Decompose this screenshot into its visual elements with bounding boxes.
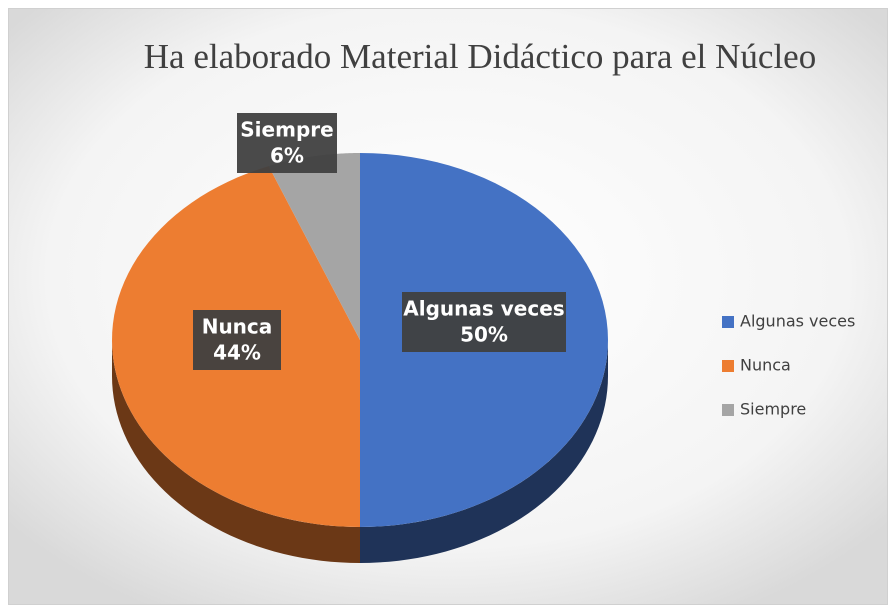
legend: Algunas veces Nunca Siempre — [722, 312, 855, 419]
chart-title: Ha elaborado Material Didáctico para el … — [143, 37, 817, 76]
legend-label: Siempre — [740, 400, 806, 419]
legend-swatch — [722, 404, 734, 416]
data-label-category: Algunas veces — [403, 297, 564, 321]
data-label-box — [193, 310, 281, 370]
data-label-value: 50% — [460, 323, 508, 347]
legend-swatch — [722, 360, 734, 372]
legend-swatch — [722, 316, 734, 328]
slice-side — [360, 340, 608, 563]
slice — [268, 153, 360, 340]
pie — [112, 153, 608, 563]
slice-side — [112, 340, 360, 563]
legend-label: Nunca — [740, 356, 791, 375]
data-label-value: 6% — [270, 144, 304, 168]
legend-label: Algunas veces — [740, 312, 855, 331]
data-label-category: Siempre — [240, 118, 333, 142]
data-label-value: 44% — [213, 341, 261, 365]
data-label-box — [402, 292, 566, 352]
data-label-category: Nunca — [202, 315, 273, 339]
data-label-box — [237, 113, 337, 173]
